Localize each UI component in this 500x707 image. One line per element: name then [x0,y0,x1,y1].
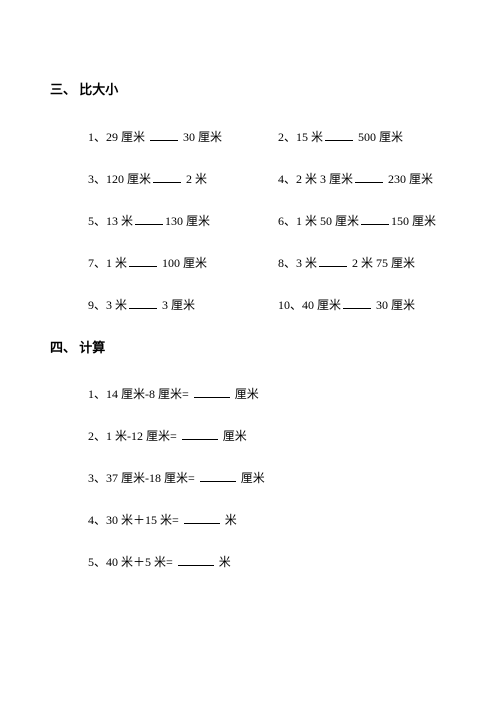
q-num: 10 [278,298,290,312]
q-right: 3 厘米 [162,298,195,312]
blank-field[interactable] [182,428,218,440]
q-right: 30 厘米 [183,130,222,144]
q-left: 15 米 [296,130,323,144]
q-left: 1 米 [106,256,127,270]
blank-field[interactable] [343,297,371,309]
blank-field[interactable] [200,470,236,482]
blank-field[interactable] [178,554,214,566]
section-3-questions: 1、29 厘米 30 厘米 2、15 米 500 厘米 3、120 厘米 2 米… [50,128,450,314]
q-num: 2 [278,130,284,144]
q-unit: 米 [219,555,231,569]
q-right: 2 米 75 厘米 [352,256,415,270]
blank-field[interactable] [355,171,383,183]
blank-field[interactable] [153,171,181,183]
q-num: 5 [88,214,94,228]
q-num: 4 [88,513,94,527]
calc-item: 5、40 米＋5 米= 米 [88,553,450,571]
q-right: 100 厘米 [162,256,207,270]
compare-item: 5、13 米130 厘米 [88,212,278,230]
section-4-title: 四、 计算 [50,338,450,358]
q-num: 3 [88,471,94,485]
calc-item: 1、14 厘米-8 厘米= 厘米 [88,385,450,403]
q-num: 1 [88,387,94,401]
q-num: 9 [88,298,94,312]
q-left: 1 米 50 厘米 [296,214,359,228]
blank-field[interactable] [325,129,353,141]
q-right: 500 厘米 [358,130,403,144]
q-left: 13 米 [106,214,133,228]
compare-row: 1、29 厘米 30 厘米 2、15 米 500 厘米 [88,128,450,146]
q-left: 40 厘米 [302,298,341,312]
blank-field[interactable] [319,255,347,267]
q-left: 3 米 [296,256,317,270]
calc-item: 2、1 米-12 厘米= 厘米 [88,427,450,445]
q-unit: 厘米 [235,387,259,401]
compare-row: 9、3 米 3 厘米 10、40 厘米 30 厘米 [88,296,450,314]
q-expr: 1 米-12 厘米= [106,429,177,443]
compare-item: 2、15 米 500 厘米 [278,128,450,146]
q-num: 2 [88,429,94,443]
section-4-questions: 1、14 厘米-8 厘米= 厘米 2、1 米-12 厘米= 厘米 3、37 厘米… [50,385,450,571]
q-expr: 14 厘米-8 厘米= [106,387,189,401]
compare-item: 8、3 米 2 米 75 厘米 [278,254,450,272]
q-expr: 37 厘米-18 厘米= [106,471,195,485]
blank-field[interactable] [129,255,157,267]
q-right: 2 米 [186,172,207,186]
blank-field[interactable] [184,512,220,524]
q-unit: 厘米 [241,471,265,485]
q-right: 30 厘米 [376,298,415,312]
q-left: 3 米 [106,298,127,312]
q-num: 1 [88,130,94,144]
q-right: 130 厘米 [165,214,210,228]
q-num: 4 [278,172,284,186]
q-left: 29 厘米 [106,130,145,144]
q-num: 6 [278,214,284,228]
calc-item: 4、30 米＋15 米= 米 [88,511,450,529]
q-right: 230 厘米 [388,172,433,186]
q-num: 5 [88,555,94,569]
section-3-title: 三、 比大小 [50,80,450,100]
blank-field[interactable] [361,213,389,225]
compare-item: 9、3 米 3 厘米 [88,296,278,314]
blank-field[interactable] [135,213,163,225]
q-left: 2 米 3 厘米 [296,172,353,186]
compare-item: 4、2 米 3 厘米 230 厘米 [278,170,450,188]
blank-field[interactable] [129,297,157,309]
blank-field[interactable] [150,129,178,141]
compare-row: 7、1 米 100 厘米 8、3 米 2 米 75 厘米 [88,254,450,272]
q-num: 7 [88,256,94,270]
calc-item: 3、37 厘米-18 厘米= 厘米 [88,469,450,487]
q-unit: 厘米 [223,429,247,443]
q-unit: 米 [225,513,237,527]
compare-item: 10、40 厘米 30 厘米 [278,296,450,314]
compare-row: 5、13 米130 厘米 6、1 米 50 厘米150 厘米 [88,212,450,230]
compare-item: 1、29 厘米 30 厘米 [88,128,278,146]
q-num: 8 [278,256,284,270]
q-num: 3 [88,172,94,186]
compare-item: 3、120 厘米 2 米 [88,170,278,188]
q-expr: 30 米＋15 米= [106,513,179,527]
q-right: 150 厘米 [391,214,436,228]
compare-item: 6、1 米 50 厘米150 厘米 [278,212,450,230]
compare-row: 3、120 厘米 2 米 4、2 米 3 厘米 230 厘米 [88,170,450,188]
q-expr: 40 米＋5 米= [106,555,173,569]
q-left: 120 厘米 [106,172,151,186]
blank-field[interactable] [194,386,230,398]
compare-item: 7、1 米 100 厘米 [88,254,278,272]
